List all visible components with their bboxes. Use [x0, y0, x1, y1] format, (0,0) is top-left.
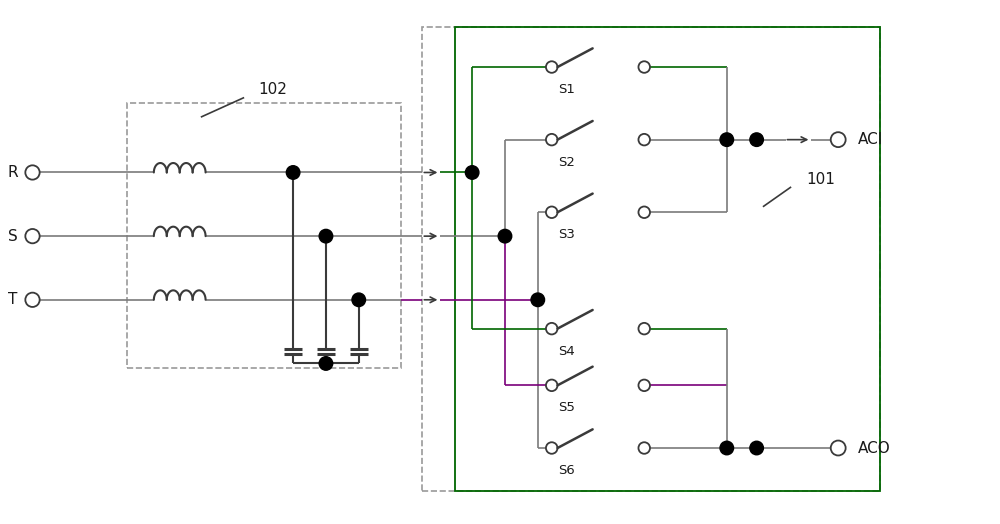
Circle shape [638, 442, 650, 454]
Circle shape [546, 206, 557, 218]
Circle shape [531, 293, 545, 307]
Text: R: R [7, 165, 18, 180]
Circle shape [286, 166, 300, 179]
Circle shape [638, 379, 650, 391]
Circle shape [498, 230, 512, 243]
Circle shape [25, 229, 40, 243]
Text: S5: S5 [558, 401, 575, 414]
Text: ACI: ACI [858, 132, 883, 147]
Circle shape [465, 166, 479, 179]
Text: T: T [8, 292, 17, 307]
Circle shape [638, 134, 650, 146]
Circle shape [750, 441, 763, 455]
Text: S3: S3 [558, 228, 575, 241]
Circle shape [546, 442, 557, 454]
Circle shape [831, 132, 846, 147]
Circle shape [546, 379, 557, 391]
Text: ACO: ACO [858, 441, 891, 455]
Circle shape [831, 441, 846, 455]
Bar [422, 27, 880, 491]
Circle shape [319, 230, 333, 243]
Circle shape [546, 134, 557, 146]
Text: 102: 102 [259, 82, 288, 97]
Text: S2: S2 [558, 156, 575, 169]
Circle shape [319, 357, 333, 370]
Text: S4: S4 [558, 345, 574, 357]
Circle shape [638, 323, 650, 334]
Circle shape [25, 165, 40, 180]
Circle shape [546, 323, 557, 334]
Bar [127, 103, 401, 368]
Text: S6: S6 [558, 464, 574, 477]
Text: S: S [8, 228, 17, 244]
Text: 101: 101 [806, 172, 835, 187]
Text: S1: S1 [558, 83, 575, 96]
Circle shape [638, 61, 650, 73]
Circle shape [25, 292, 40, 307]
Circle shape [638, 206, 650, 218]
Bar [455, 27, 880, 491]
Circle shape [720, 133, 734, 146]
Circle shape [546, 61, 557, 73]
Circle shape [720, 441, 734, 455]
Circle shape [352, 293, 366, 307]
Circle shape [750, 133, 763, 146]
